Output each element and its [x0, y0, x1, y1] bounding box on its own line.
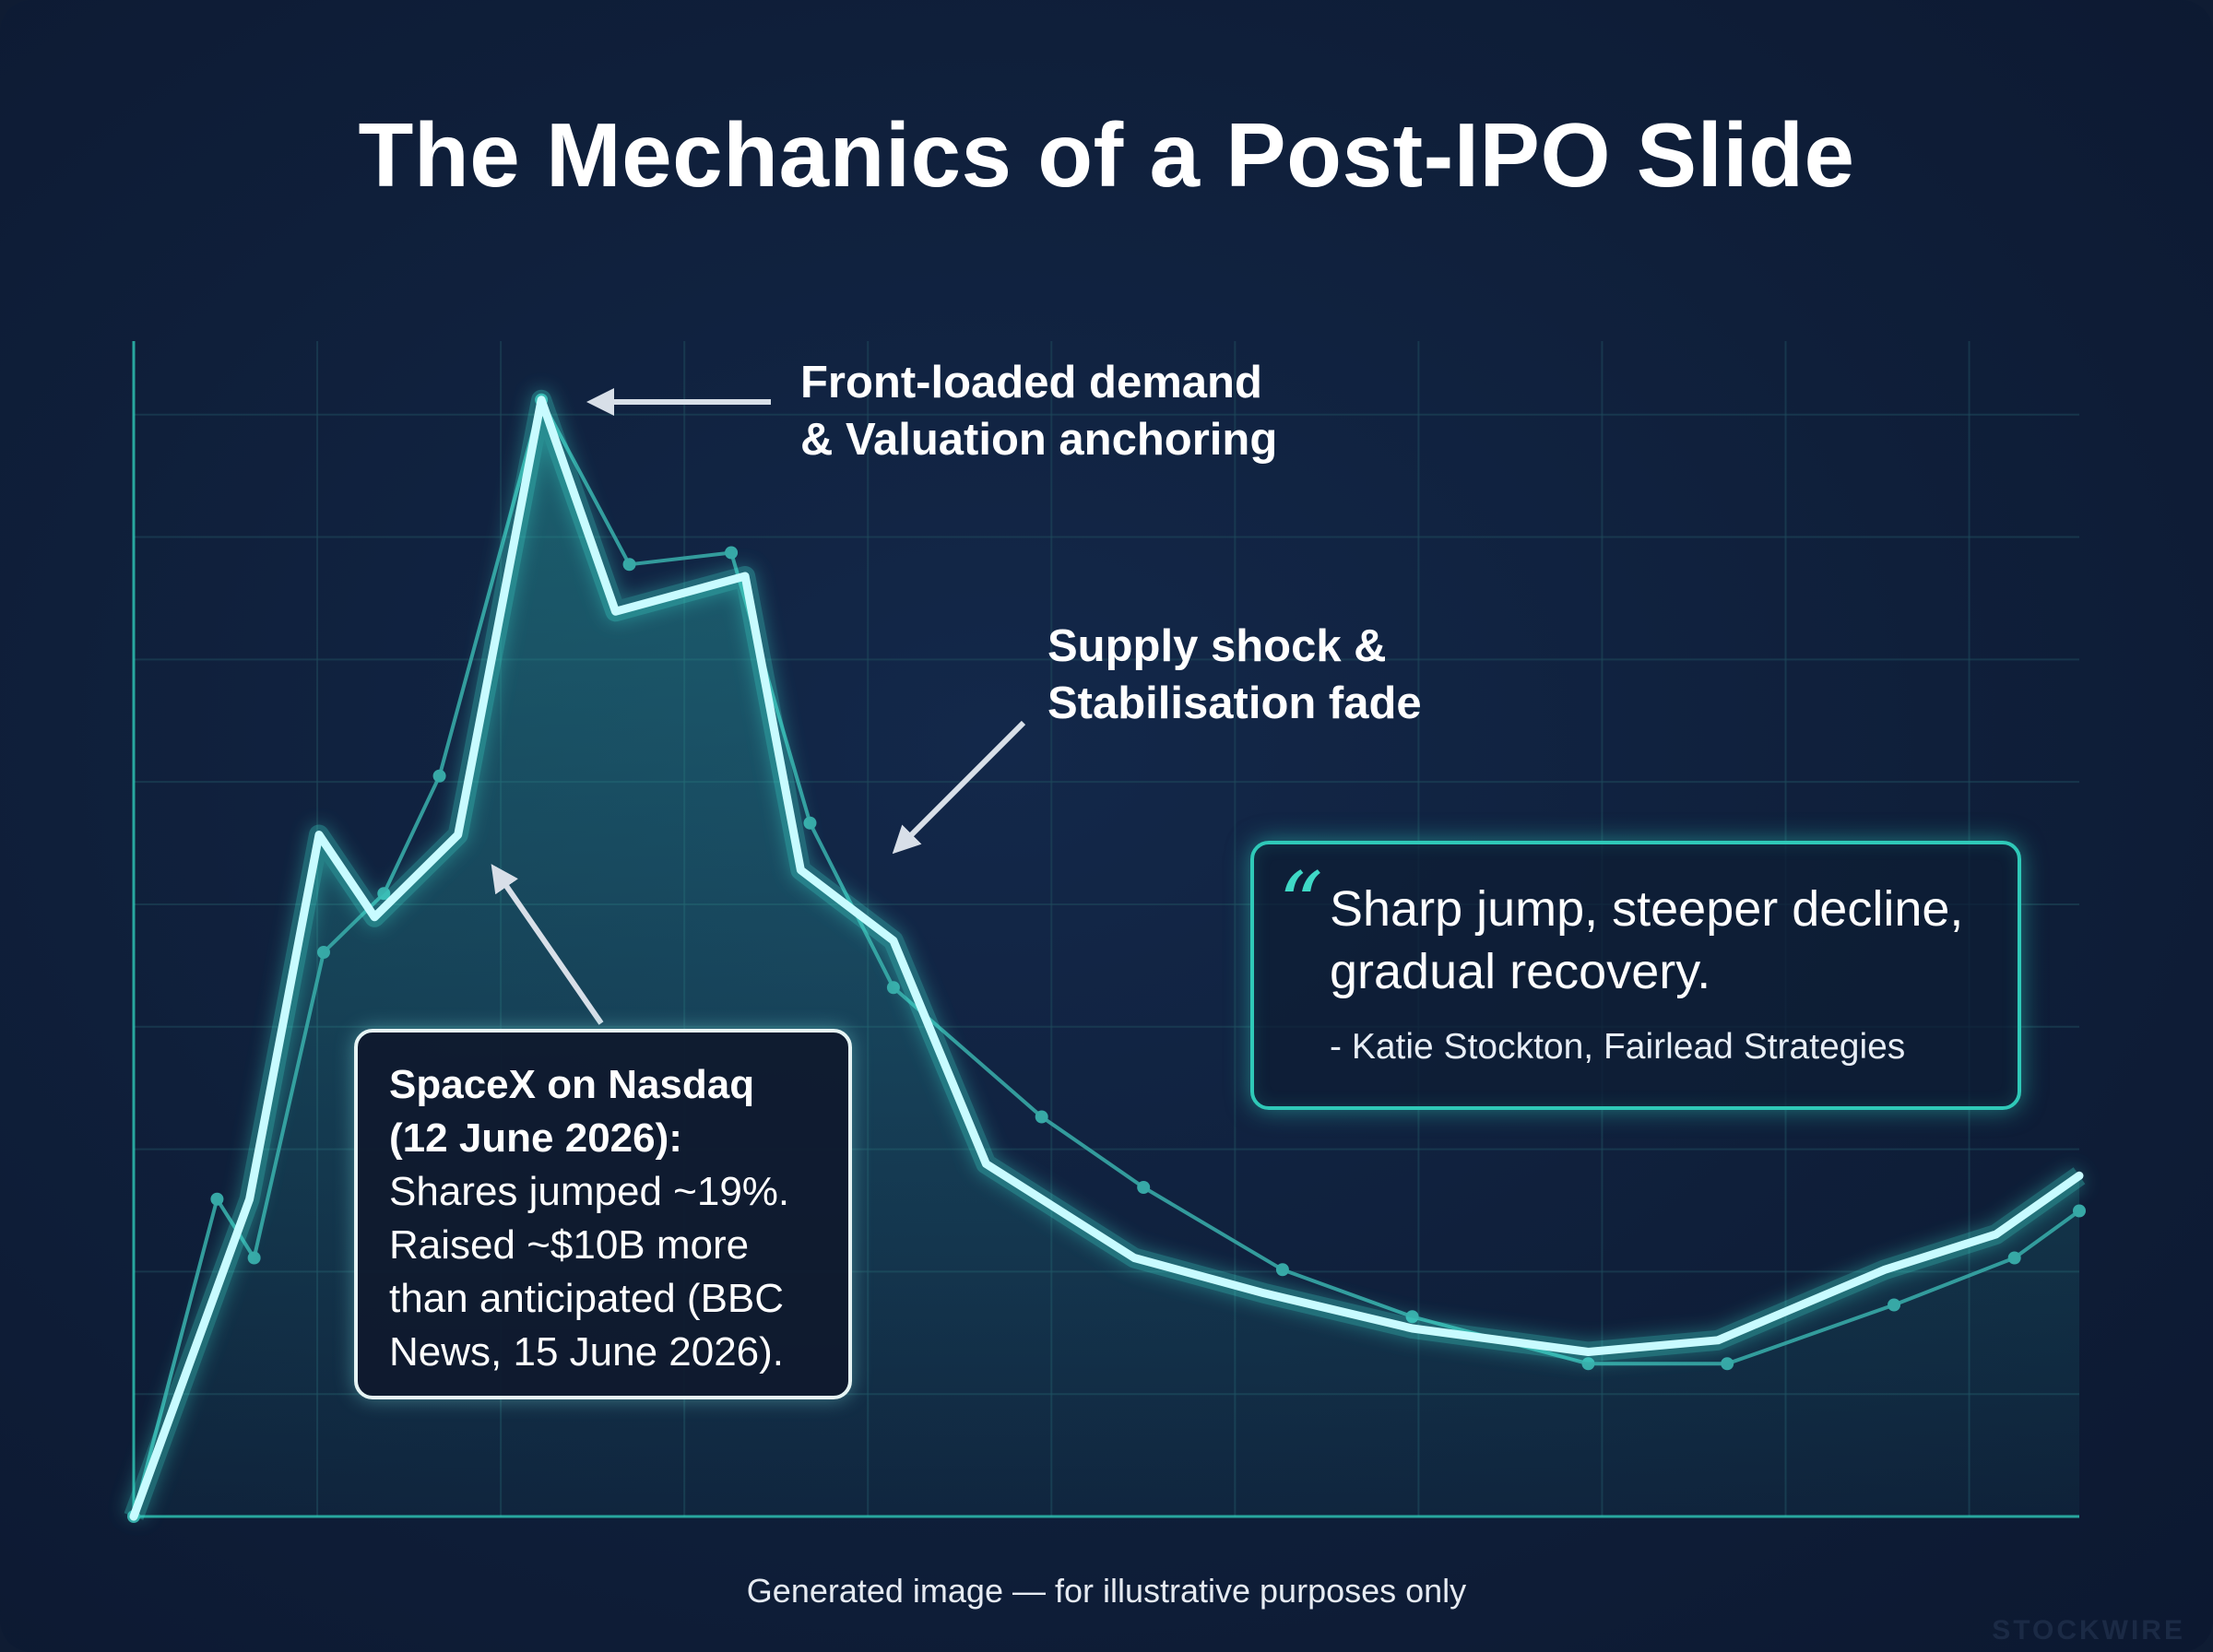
main-series-point [1714, 1336, 1722, 1344]
callout-arrow [491, 864, 604, 1025]
peak-annotation: Front-loaded demand & Valuation anchorin… [800, 354, 1277, 468]
main-series-point [1992, 1231, 2000, 1238]
secondary-series-point [1275, 1263, 1289, 1277]
quote-attribution: - Katie Stockton, Fairlead Strategies [1330, 1027, 1906, 1067]
main-series-point [1130, 1254, 1139, 1262]
callout-heading-line-1: SpaceX on Nasdaq [389, 1062, 755, 1107]
main-series-point [314, 831, 323, 839]
main-series-point [982, 1160, 990, 1168]
secondary-series-point [1035, 1110, 1048, 1124]
page-title: The Mechanics of a Post-IPO Slide [358, 104, 1855, 206]
main-series-point [1260, 1289, 1268, 1297]
supply-annotation-arrow [892, 720, 1026, 855]
secondary-series-point [886, 981, 900, 995]
quote-line-2: gradual recovery. [1330, 944, 1711, 999]
main-series-point [741, 572, 750, 580]
secondary-series-point [622, 558, 636, 572]
secondary-series-point [1137, 1181, 1151, 1194]
main-series-point [454, 831, 462, 839]
secondary-series-point [725, 546, 739, 560]
main-series-point [371, 913, 379, 921]
quote-text: Sharp jump, steeper decline, gradual rec… [1330, 878, 1981, 1003]
peak-annotation-line-2: & Valuation anchoring [800, 415, 1278, 465]
supply-annotation-line-1: Supply shock & [1047, 621, 1387, 671]
secondary-series-point [1721, 1357, 1734, 1371]
chart-series [124, 389, 2086, 1523]
secondary-series-point [247, 1251, 261, 1265]
callout-body-line-1: Shares jumped ~19%. [389, 1169, 790, 1214]
secondary-series-point [803, 816, 817, 830]
callout-heading-line-2: (12 June 2026): [389, 1115, 682, 1161]
annotation-arrows [491, 388, 1026, 1025]
callout-body-line-4: News, 15 June 2026). [389, 1329, 785, 1375]
main-series-point [2076, 1172, 2083, 1180]
callout-body-line-3: than anticipated (BBC [389, 1276, 785, 1321]
footer-disclaimer: Generated image — for illustrative purpo… [746, 1572, 1467, 1610]
main-series-point [1408, 1325, 1416, 1332]
quote-line-1: Sharp jump, steeper decline, [1330, 881, 1964, 937]
spacex-callout-box: SpaceX on Nasdaq (12 June 2026): Shares … [354, 1029, 852, 1399]
callout-body-line-2: Raised ~$10B more [389, 1222, 750, 1268]
secondary-series-point [2073, 1204, 2086, 1218]
watermark-logo: STOCKWIRE [1992, 1615, 2185, 1646]
secondary-series-point [432, 769, 446, 783]
main-series-point [538, 395, 546, 404]
main-series-point [797, 866, 805, 874]
secondary-series-point [210, 1192, 224, 1206]
main-series-point [1881, 1266, 1888, 1274]
quote-box: “ Sharp jump, steeper decline, gradual r… [1250, 841, 2021, 1110]
secondary-series-point [1888, 1298, 1901, 1312]
main-series-point [889, 937, 897, 945]
peak-annotation-line-1: Front-loaded demand [800, 358, 1262, 407]
supply-annotation-line-2: Stabilisation fade [1047, 678, 1422, 728]
secondary-series-point [2007, 1251, 2021, 1265]
main-series-point [130, 1513, 137, 1520]
main-series-point [245, 1195, 254, 1203]
secondary-series-point [316, 946, 330, 959]
main-series-point [1584, 1348, 1592, 1356]
chart-axes [132, 341, 2079, 1518]
main-series-point [611, 608, 620, 616]
quote-mark-icon: “ [1278, 854, 1324, 957]
supply-annotation: Supply shock & Stabilisation fade [1047, 618, 1422, 732]
